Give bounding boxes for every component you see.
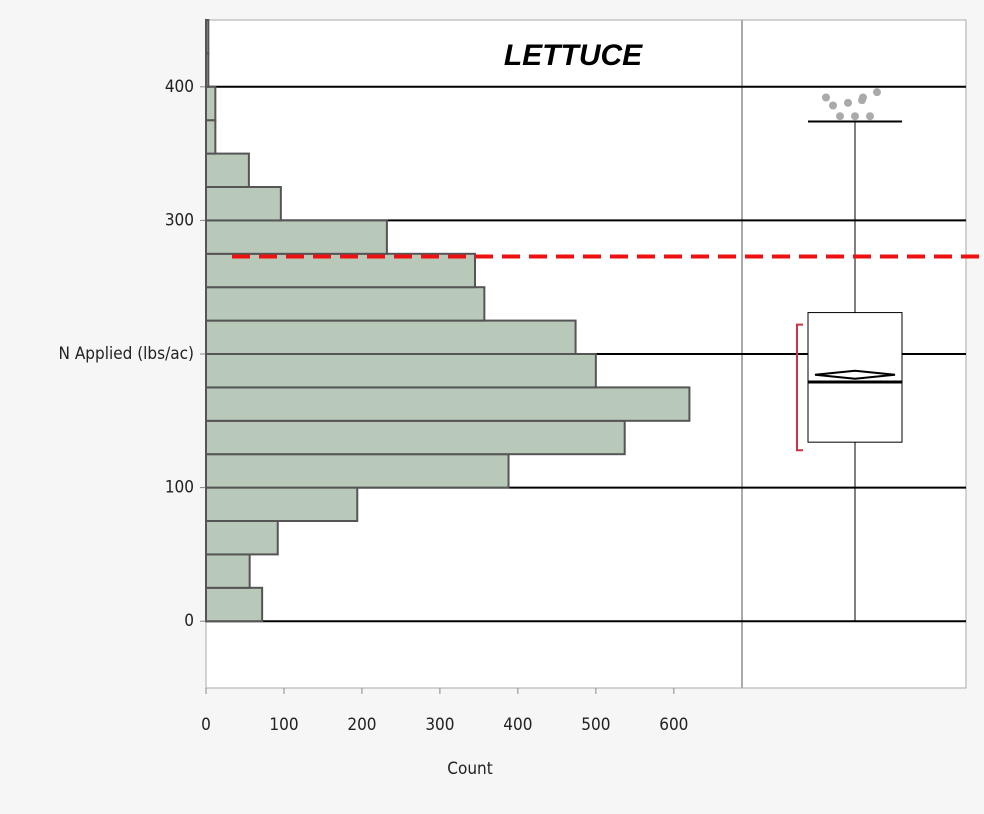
bar	[205, 119, 217, 155]
outlier	[873, 88, 881, 97]
bar	[205, 419, 626, 456]
x-tick-label: 300	[425, 715, 454, 735]
x-tick-label: 100	[269, 715, 298, 735]
y-tick-label: N Applied (lbs/ac)	[59, 344, 194, 364]
bar	[205, 586, 264, 623]
outlier	[822, 93, 830, 102]
x-tick-label: 0	[201, 715, 211, 735]
y-tick-label: 100	[165, 478, 194, 498]
bar	[205, 486, 359, 523]
outlier	[858, 96, 866, 105]
bar	[205, 453, 510, 489]
x-tick-label: 500	[581, 715, 610, 735]
x-tick-label: 600	[659, 715, 688, 735]
bar	[205, 553, 251, 589]
y-tick-label: 400	[165, 77, 194, 97]
x-tick-label: 400	[503, 715, 532, 735]
outlier	[866, 112, 874, 121]
y-tick-label: 300	[165, 210, 194, 230]
bar	[205, 19, 210, 55]
bar	[205, 286, 486, 322]
outlier	[851, 112, 859, 121]
bar	[205, 219, 388, 255]
bar	[205, 319, 577, 356]
bar	[205, 52, 210, 88]
bar	[205, 386, 691, 422]
chart-title: LETTUCE	[504, 39, 643, 72]
bar	[205, 186, 282, 222]
bar	[205, 85, 217, 122]
x-tick-label: 200	[347, 715, 376, 735]
y-tick-label: 0	[184, 611, 194, 631]
shortest-half	[796, 323, 803, 452]
box	[807, 312, 903, 443]
bar	[205, 353, 597, 389]
bar	[205, 252, 476, 289]
x-axis-label: Count	[447, 759, 492, 779]
mean-diamond	[814, 369, 896, 380]
bar	[205, 152, 250, 189]
outlier	[836, 112, 844, 121]
outlier	[844, 98, 852, 107]
bar	[205, 520, 279, 556]
outlier	[829, 101, 837, 110]
